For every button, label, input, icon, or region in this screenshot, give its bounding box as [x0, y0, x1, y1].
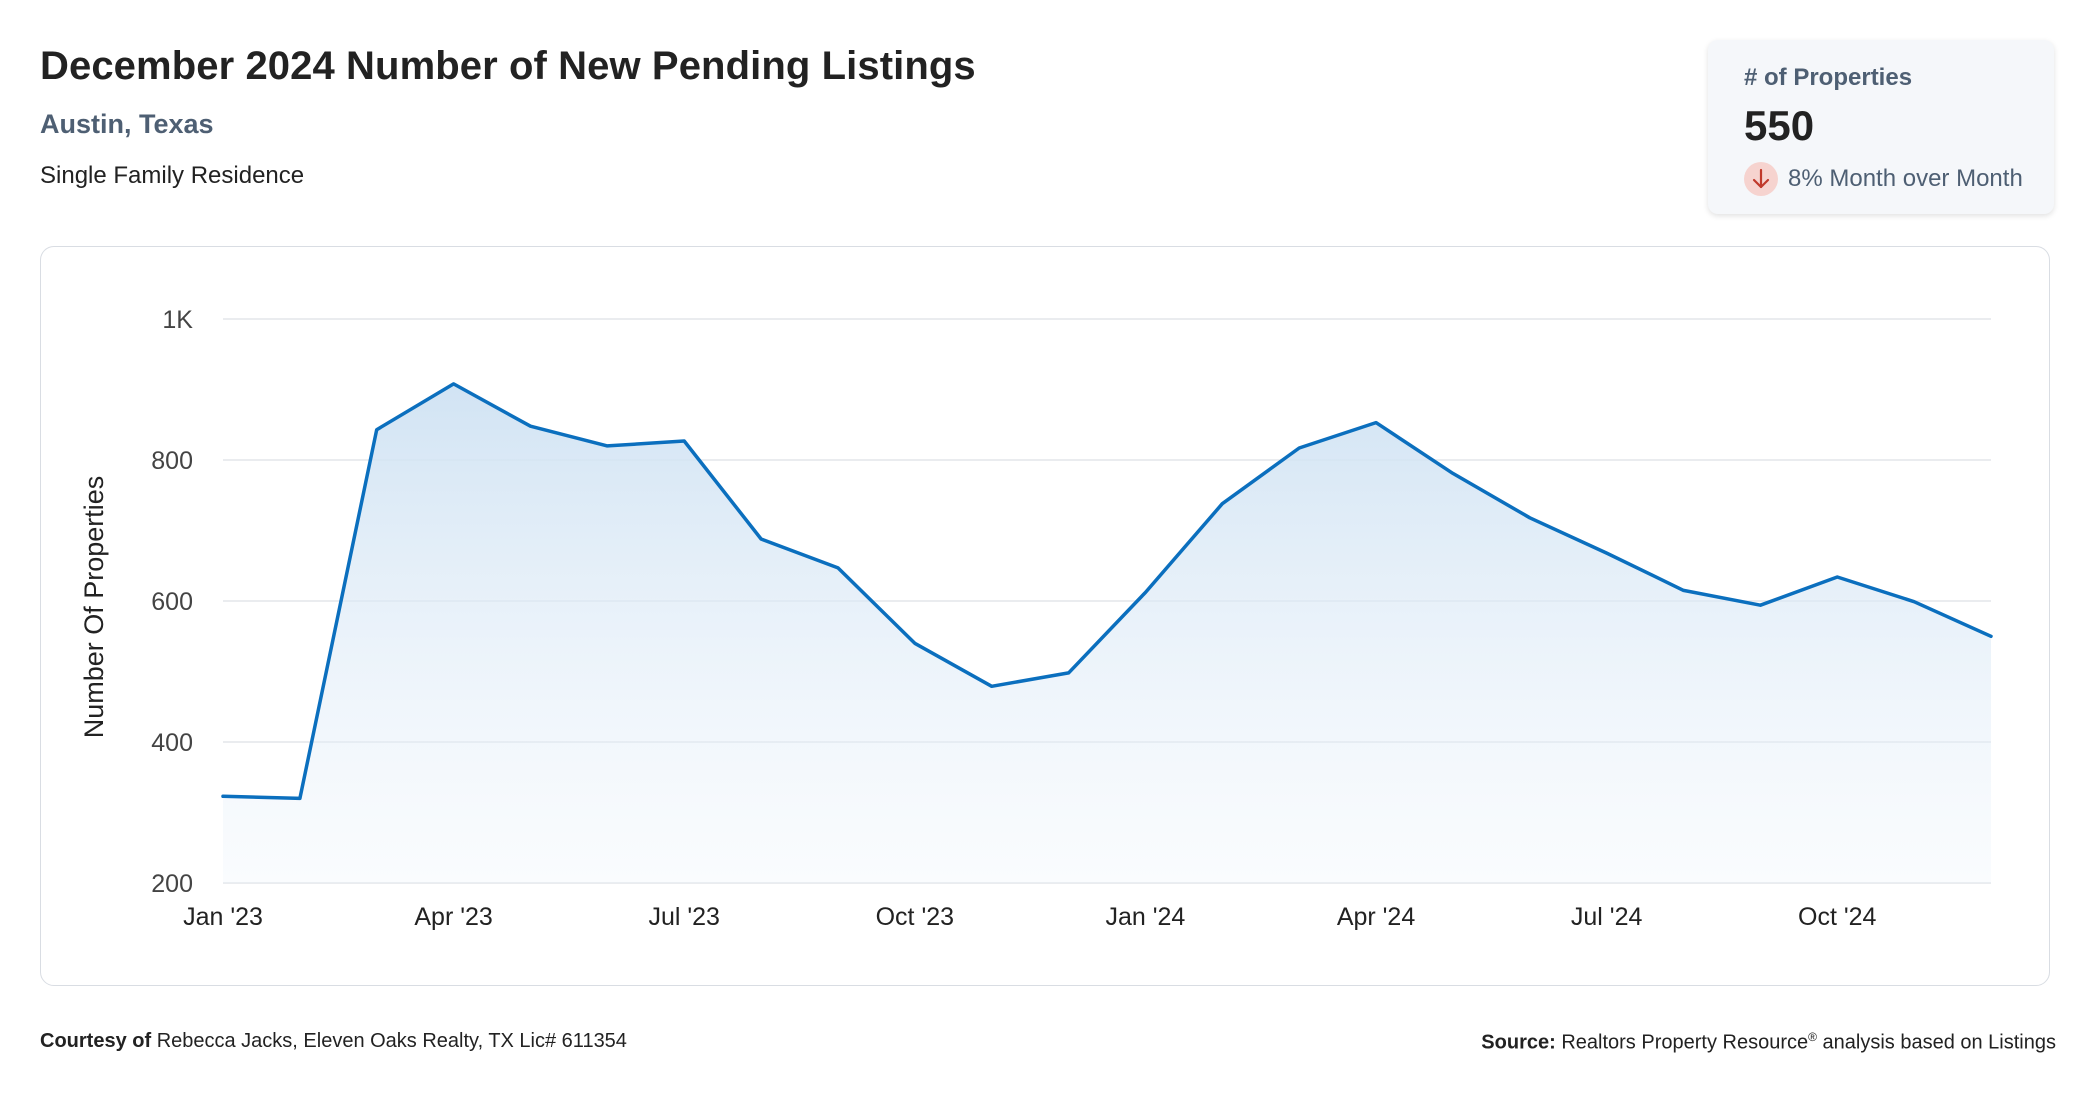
source-text-b: analysis based on Listings — [1816, 1031, 2057, 1054]
y-tick-label: 200 — [151, 870, 193, 898]
x-tick-label: Jan '24 — [1106, 903, 1186, 931]
x-tick-label: Oct '23 — [876, 903, 954, 931]
x-tick-label: Jan '23 — [183, 903, 263, 931]
y-tick-label: 800 — [151, 447, 193, 475]
kpi-change: 8% Month over Month — [1744, 162, 2023, 196]
kpi-card: # of Properties 550 8% Month over Month — [1708, 40, 2054, 214]
chart-card: 200 400 600 800 1K Jan '23 Apr '23 Jul '23 Oct … — [40, 246, 2050, 986]
y-tick-label: 400 — [151, 729, 193, 757]
page-title: December 2024 Number of New Pending List… — [40, 44, 976, 88]
series-line — [221, 382, 1993, 801]
kpi-value: 550 — [1744, 102, 1815, 149]
property-type-label: Single Family Residence — [40, 162, 305, 189]
y-axis-label: Number Of Properties — [79, 476, 109, 739]
courtesy-label: Courtesy of — [40, 1030, 152, 1052]
arrow-down-icon — [1744, 162, 1778, 196]
x-tick-label: Oct '24 — [1798, 903, 1877, 931]
y-axis: 200 400 600 800 1K — [151, 306, 193, 898]
registered-mark: ® — [1808, 1030, 1817, 1044]
footer-source: Source: Realtors Property Resource® anal… — [1481, 1030, 2056, 1055]
kpi-label: # of Properties — [1744, 64, 1913, 91]
x-tick-label: Apr '23 — [414, 903, 492, 931]
source-label: Source: — [1481, 1031, 1556, 1054]
area-chart: 200 400 600 800 1K Jan '23 Apr '23 Jul '23 Oct … — [79, 306, 1993, 931]
x-tick-label: Apr '24 — [1337, 903, 1416, 931]
location-subtitle: Austin, Texas — [40, 109, 214, 139]
series-path — [221, 382, 1993, 801]
x-tick-label: Jul '24 — [1571, 903, 1643, 931]
kpi-change-text: 8% Month over Month — [1788, 165, 2023, 192]
x-axis: Jan '23 Apr '23 Jul '23 Oct '23 Jan '24 Apr '… — [183, 903, 1876, 931]
y-tick-label: 1K — [162, 306, 193, 334]
source-text-a: Realtors Property Resource — [1561, 1031, 1809, 1054]
y-tick-label: 600 — [151, 588, 193, 616]
footer-courtesy: Courtesy of Rebecca Jacks, Eleven Oaks R… — [40, 1030, 627, 1053]
header: December 2024 Number of New Pending List… — [40, 44, 976, 190]
x-tick-label: Jul '23 — [648, 903, 719, 931]
courtesy-text: Rebecca Jacks, Eleven Oaks Realty, TX Li… — [156, 1030, 627, 1052]
